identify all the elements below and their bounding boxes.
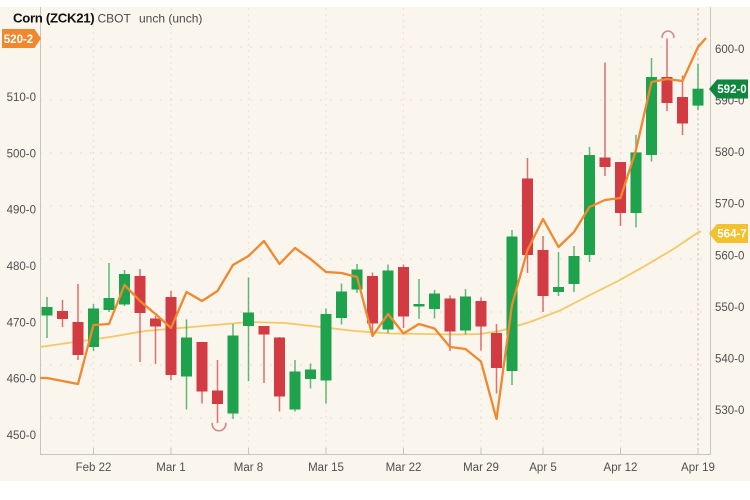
- svg-text:540-0: 540-0: [715, 353, 744, 365]
- svg-text:490-0: 490-0: [7, 205, 36, 217]
- svg-text:460-0: 460-0: [7, 374, 36, 386]
- svg-text:520-2: 520-2: [4, 34, 33, 46]
- svg-text:Apr 5: Apr 5: [529, 462, 557, 474]
- svg-text:550-0: 550-0: [715, 302, 744, 314]
- svg-text:Mar 29: Mar 29: [463, 462, 499, 474]
- svg-text:560-0: 560-0: [715, 250, 744, 262]
- svg-text:Mar 22: Mar 22: [386, 462, 422, 474]
- svg-text:600-0: 600-0: [715, 44, 744, 56]
- svg-text:480-0: 480-0: [7, 261, 36, 273]
- svg-text:564-7: 564-7: [717, 229, 746, 241]
- svg-text:Corn (ZCK21): Corn (ZCK21): [13, 10, 94, 25]
- svg-text:530-0: 530-0: [715, 405, 744, 417]
- svg-text:510-0: 510-0: [7, 92, 36, 104]
- svg-text:Apr 19: Apr 19: [681, 462, 715, 474]
- svg-text:470-0: 470-0: [7, 317, 36, 329]
- svg-text:Mar 8: Mar 8: [234, 462, 263, 474]
- svg-text:CBOT: CBOT: [98, 11, 132, 25]
- svg-text:Apr 12: Apr 12: [604, 462, 638, 474]
- svg-text:570-0: 570-0: [715, 199, 744, 211]
- svg-text:500-0: 500-0: [7, 148, 36, 160]
- svg-text:unch (unch): unch (unch): [139, 11, 202, 25]
- svg-text:Mar 1: Mar 1: [156, 462, 185, 474]
- svg-text:450-0: 450-0: [7, 430, 36, 442]
- svg-text:580-0: 580-0: [715, 147, 744, 159]
- svg-text:592-0: 592-0: [717, 84, 746, 96]
- svg-text:Feb 22: Feb 22: [76, 462, 112, 474]
- svg-text:590-0: 590-0: [715, 96, 744, 108]
- svg-text:Mar 15: Mar 15: [308, 462, 344, 474]
